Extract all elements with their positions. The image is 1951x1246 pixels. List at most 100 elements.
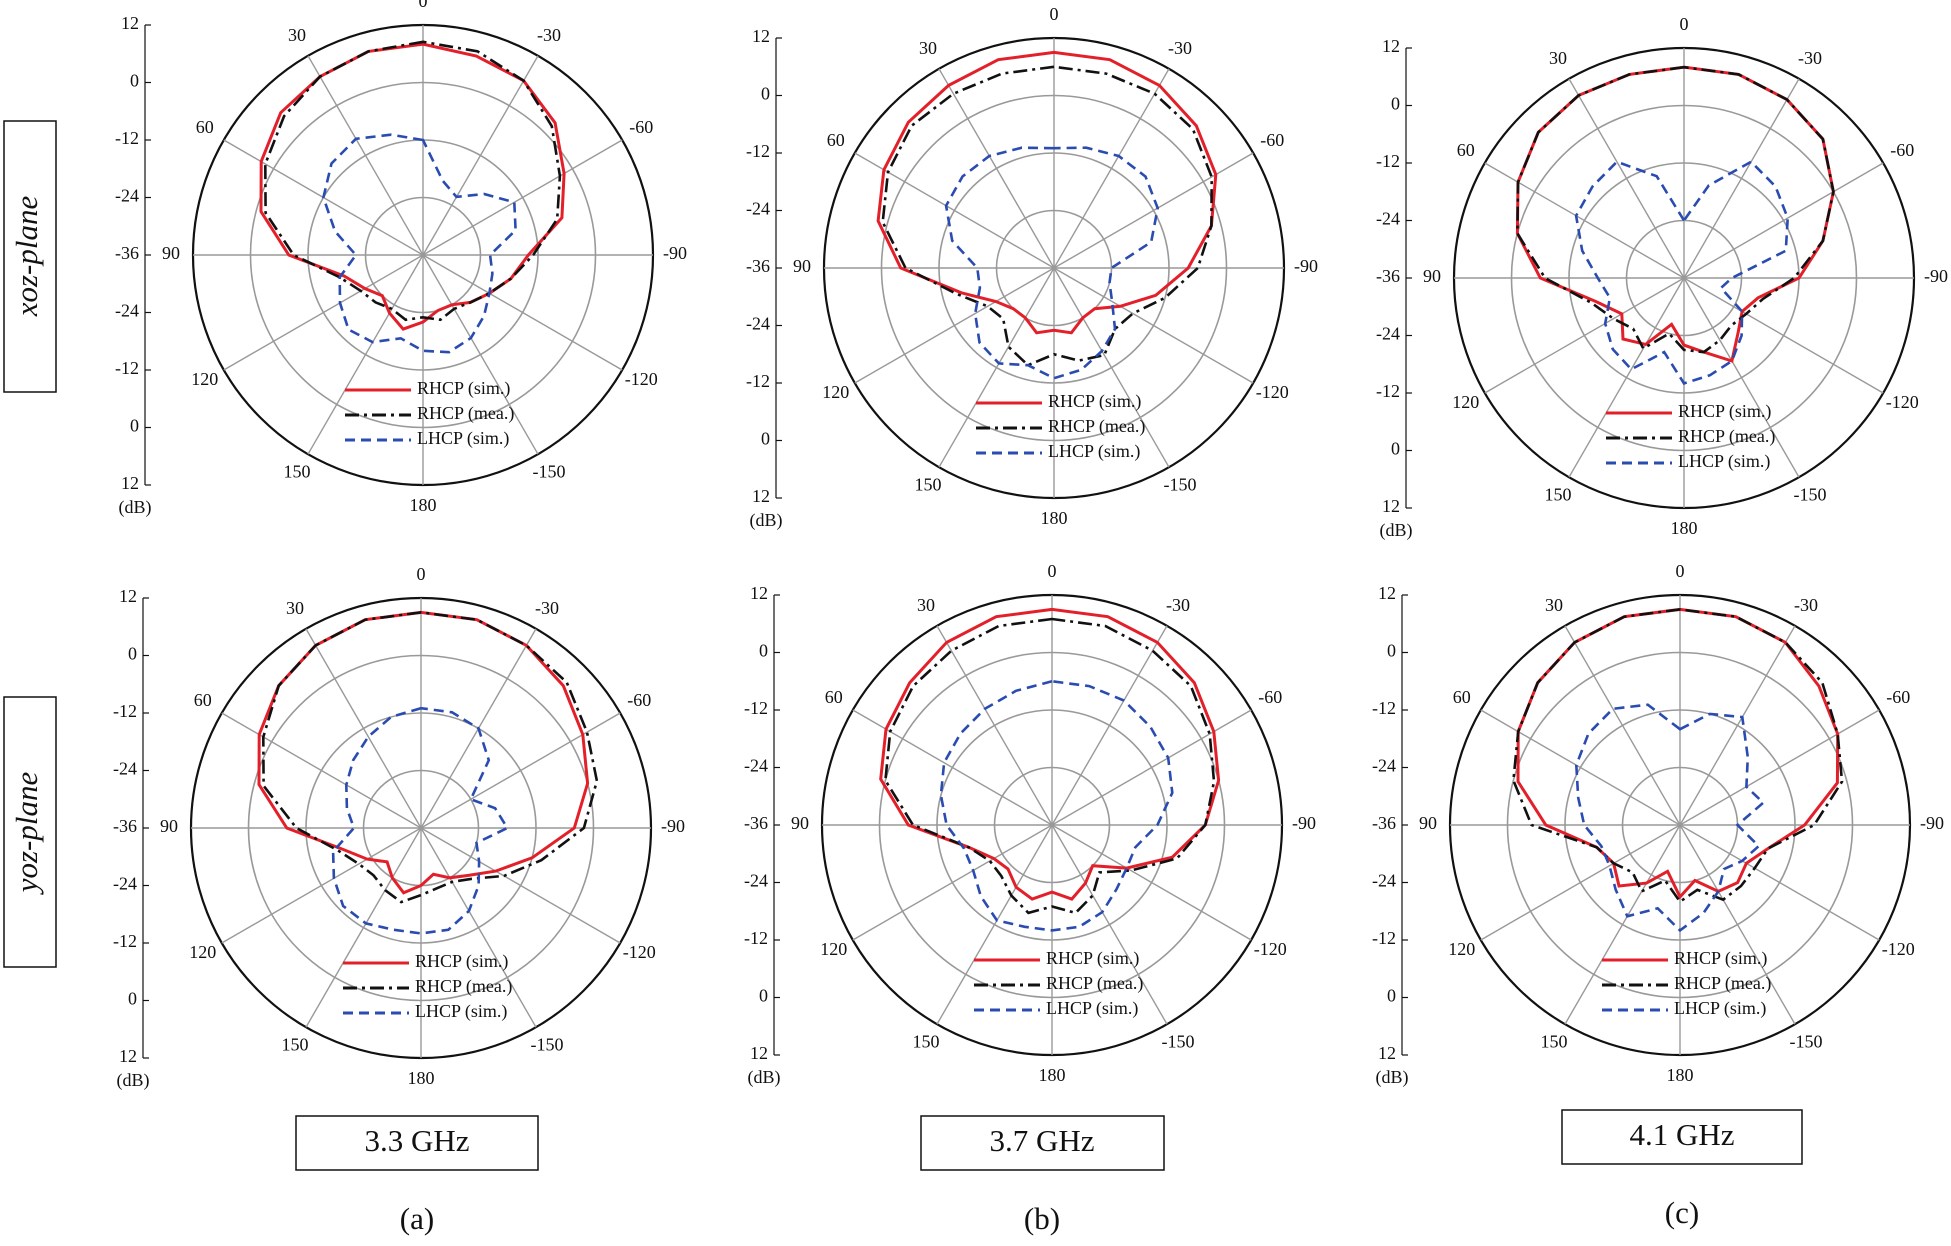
scale-label: -24 [1376,324,1400,344]
angle-label: 60 [1453,687,1471,707]
spoke [420,712,621,829]
pattern-line [261,611,599,904]
spoke [221,827,422,944]
legend-label: RHCP (sim.) [1046,948,1139,969]
spoke [1679,824,1880,941]
angle-label: 0 [417,564,426,584]
spoke [223,254,424,371]
angle-label: 180 [1039,1065,1066,1085]
pattern-line [1574,160,1790,385]
angle-label: 0 [419,0,428,11]
spoke [1480,709,1681,826]
pattern-line [331,706,510,935]
spoke [854,267,1055,384]
scale-label: 0 [1391,94,1400,114]
angle-label: -30 [1794,595,1818,615]
angle-label: 30 [1549,48,1567,68]
scale-label: -24 [746,314,770,334]
row-label: yoz-plane [9,772,44,896]
angle-label: -30 [1166,595,1190,615]
angle-label: -30 [537,25,561,45]
spoke [307,55,424,256]
spoke [1051,709,1252,826]
scale-label: 12 [752,486,770,506]
pattern-line [257,610,590,895]
column-label: 3.7 GHz [989,1123,1094,1158]
pattern-line [879,607,1221,901]
scale-unit: (dB) [119,497,152,518]
legend-label: RHCP (sim.) [1674,948,1767,969]
spoke [936,625,1053,826]
angle-label: 150 [1541,1031,1568,1051]
angle-label: 90 [1419,813,1437,833]
column-label-box [920,1115,1165,1171]
angle-label: 60 [825,687,843,707]
spoke [420,827,621,944]
pattern-line [939,679,1174,932]
legend-label: RHCP (mea.) [1678,426,1775,447]
scale-label: 0 [761,84,770,104]
angle-label: 120 [822,382,849,402]
angle-label: -60 [627,690,651,710]
scale-label: -12 [744,928,768,948]
angle-label: -60 [1260,130,1284,150]
scale-label: 0 [759,986,768,1006]
angle-label: -150 [1794,484,1827,504]
scale-unit: (dB) [750,510,783,531]
angle-label: 120 [189,942,216,962]
scale-label: 0 [1391,439,1400,459]
column-label: 4.1 GHz [1629,1117,1734,1152]
angle-label: 90 [160,816,178,836]
angle-label: -60 [1258,687,1282,707]
scale-label: 0 [128,644,137,664]
spoke [1683,277,1884,394]
scale-label: 12 [1382,496,1400,516]
scale-label: -36 [746,256,770,276]
angle-label: 0 [1048,561,1057,581]
legend-label: RHCP (sim.) [1678,401,1771,422]
spoke [1683,78,1800,279]
scale-label: 12 [750,583,768,603]
angle-label: 30 [917,595,935,615]
angle-label: 150 [1545,484,1572,504]
angle-label: 0 [1676,561,1685,581]
scale-label: 12 [121,13,139,33]
scale-label: -24 [1372,871,1396,891]
spoke [1564,625,1681,826]
column-label: 3.3 GHz [364,1123,469,1158]
angle-label: 30 [919,38,937,58]
angle-label: 150 [282,1034,309,1054]
row-label-box [3,696,57,968]
legend-label: RHCP (mea.) [415,976,512,997]
angle-label: -30 [535,598,559,618]
scale-label: -12 [1372,698,1396,718]
column-label-box [295,1115,539,1171]
legend-label: LHCP (sim.) [1674,998,1766,1019]
angle-label: 90 [791,813,809,833]
legend-label: RHCP (sim.) [417,378,510,399]
scale-label: 0 [1387,641,1396,661]
legend-label: LHCP (sim.) [1048,441,1140,462]
scale-label: -12 [744,698,768,718]
angle-label: -60 [1886,687,1910,707]
scale-label: -24 [1372,756,1396,776]
scale-label: -36 [744,813,768,833]
scale-label: 0 [761,429,770,449]
spoke [936,824,1053,1025]
angle-label: 60 [827,130,845,150]
scale-label: -24 [115,301,139,321]
angle-label: -150 [1790,1031,1823,1051]
scale-label: 12 [750,1043,768,1063]
scale-label: 0 [130,71,139,91]
pattern-line [884,617,1216,915]
angle-label: 180 [1667,1065,1694,1085]
legend-label: RHCP (sim.) [1048,391,1141,412]
panel-label: (b) [1024,1201,1060,1236]
angle-label: 150 [284,461,311,481]
angle-label: 180 [408,1068,435,1088]
spoke [1679,824,1796,1025]
angle-label: 150 [915,474,942,494]
angle-label: -120 [1886,392,1919,412]
column-label-box [1561,1109,1803,1165]
spoke [221,712,422,829]
